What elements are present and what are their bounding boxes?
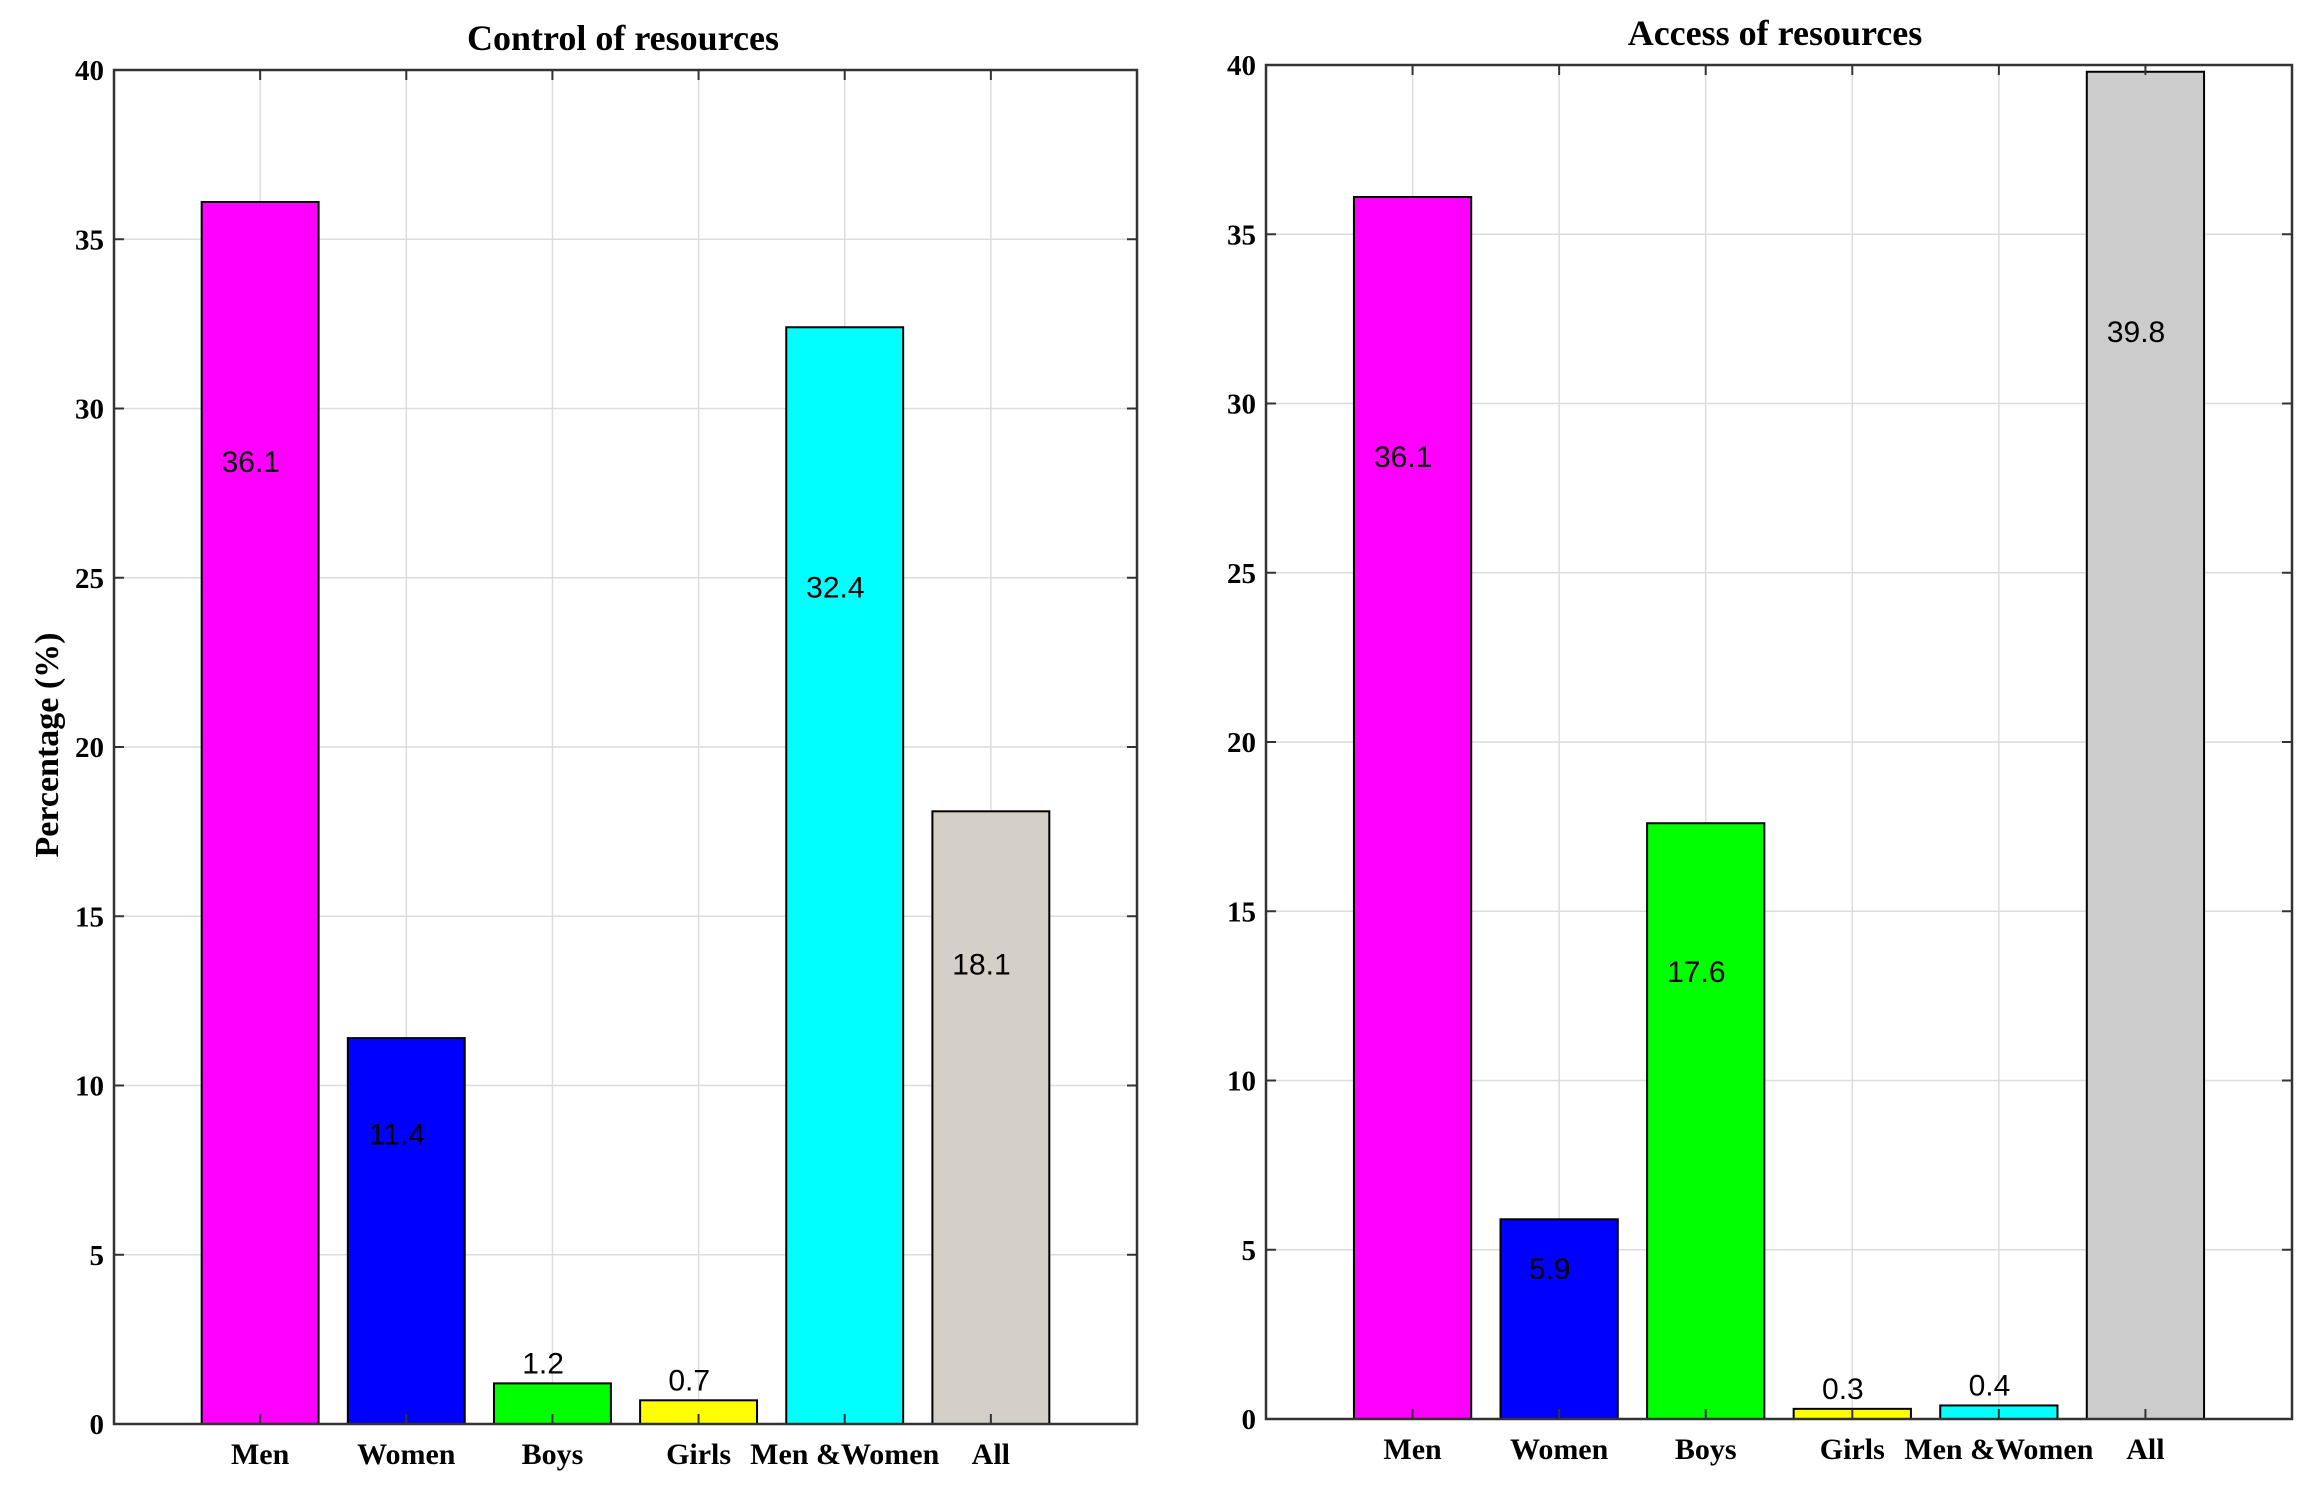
y-tick-label: 30: [1227, 389, 1256, 421]
y-tick-label: 0: [90, 1409, 105, 1441]
x-tick-label: Boys: [1675, 1433, 1737, 1466]
bars: [1352, 70, 2206, 1421]
x-tick-label: Women: [357, 1438, 456, 1471]
bar-boys: [1646, 822, 1766, 1420]
x-tick-label: Men &Women: [750, 1438, 939, 1471]
y-tick-label: 10: [75, 1071, 104, 1103]
data-label: 0.7: [668, 1364, 710, 1397]
x-tick-label: Girls: [1820, 1433, 1885, 1466]
data-label: 36.1: [1374, 441, 1432, 474]
x-axis: Men Women Boys Girls Men &Women All: [1383, 65, 2165, 1466]
y-tick-label: 25: [1227, 558, 1256, 590]
bars: [200, 201, 1051, 1426]
x-tick-label: Girls: [666, 1438, 731, 1471]
data-label: 32.4: [806, 571, 864, 604]
y-tick-label: 30: [75, 394, 104, 426]
y-axis-label: Percentage (%): [29, 633, 66, 858]
data-label: 0.3: [1822, 1373, 1864, 1406]
bar-men-women: [785, 326, 905, 1425]
y-tick-label: 25: [75, 563, 104, 595]
y-tick-label: 15: [1227, 896, 1256, 928]
data-label: 1.2: [522, 1347, 564, 1380]
y-tick-label: 35: [1227, 219, 1256, 251]
x-tick-label: Men: [1383, 1433, 1442, 1466]
bar-men: [1352, 196, 1473, 1420]
bar-all: [931, 810, 1051, 1425]
chart-control-of-resources: Control of resources Percentage (%) 0 5 10…: [29, 18, 1139, 1471]
y-tick-label: 5: [1242, 1235, 1257, 1267]
y-tick-label: 40: [75, 55, 104, 87]
y-axis: 0 5 10 15 20 25 30 35 40: [1227, 50, 2292, 1436]
x-tick-label: Women: [1510, 1433, 1609, 1466]
data-label: 17.6: [1667, 956, 1725, 989]
bar-all: [2085, 70, 2206, 1420]
x-tick-label: All: [972, 1438, 1010, 1471]
x-tick-label: All: [2126, 1433, 2164, 1466]
y-tick-label: 0: [1242, 1404, 1257, 1436]
data-label: 5.9: [1529, 1253, 1571, 1286]
chart-title: Access of resources: [1628, 13, 1923, 53]
data-labels: 36.1 5.9 17.6 0.3 0.4 39.8: [1374, 316, 2165, 1406]
bar-women: [1499, 1218, 1619, 1421]
y-axis: 0 5 10 15 20 25 30 35 40: [75, 55, 1137, 1441]
data-label: 36.1: [222, 446, 280, 479]
y-tick-label: 20: [1227, 727, 1256, 759]
y-tick-label: 40: [1227, 50, 1256, 82]
data-label: 39.8: [2107, 316, 2165, 349]
chart-access-of-resources: Access of resources 0 5 10 15 20 25 30 35 40 Men W…: [1227, 13, 2294, 1466]
data-label: 0.4: [1969, 1369, 2011, 1402]
data-label: 18.1: [952, 948, 1010, 981]
data-labels: 36.1 11.4 1.2 0.7 32.4 18.1: [222, 446, 1011, 1397]
y-tick-label: 10: [1227, 1066, 1256, 1098]
y-tick-label: 5: [90, 1240, 105, 1272]
bar-women: [346, 1037, 466, 1425]
x-tick-label: Men: [231, 1438, 290, 1471]
y-tick-label: 20: [75, 732, 104, 764]
x-tick-label: Men &Women: [1904, 1433, 2093, 1466]
bar-men: [200, 201, 320, 1425]
x-tick-label: Boys: [522, 1438, 584, 1471]
y-tick-label: 15: [75, 901, 104, 933]
chart-title: Control of resources: [467, 18, 779, 58]
x-axis: Men Women Boys Girls Men &Women All: [231, 70, 1010, 1471]
data-label: 11.4: [369, 1119, 425, 1152]
y-tick-label: 35: [75, 224, 104, 256]
